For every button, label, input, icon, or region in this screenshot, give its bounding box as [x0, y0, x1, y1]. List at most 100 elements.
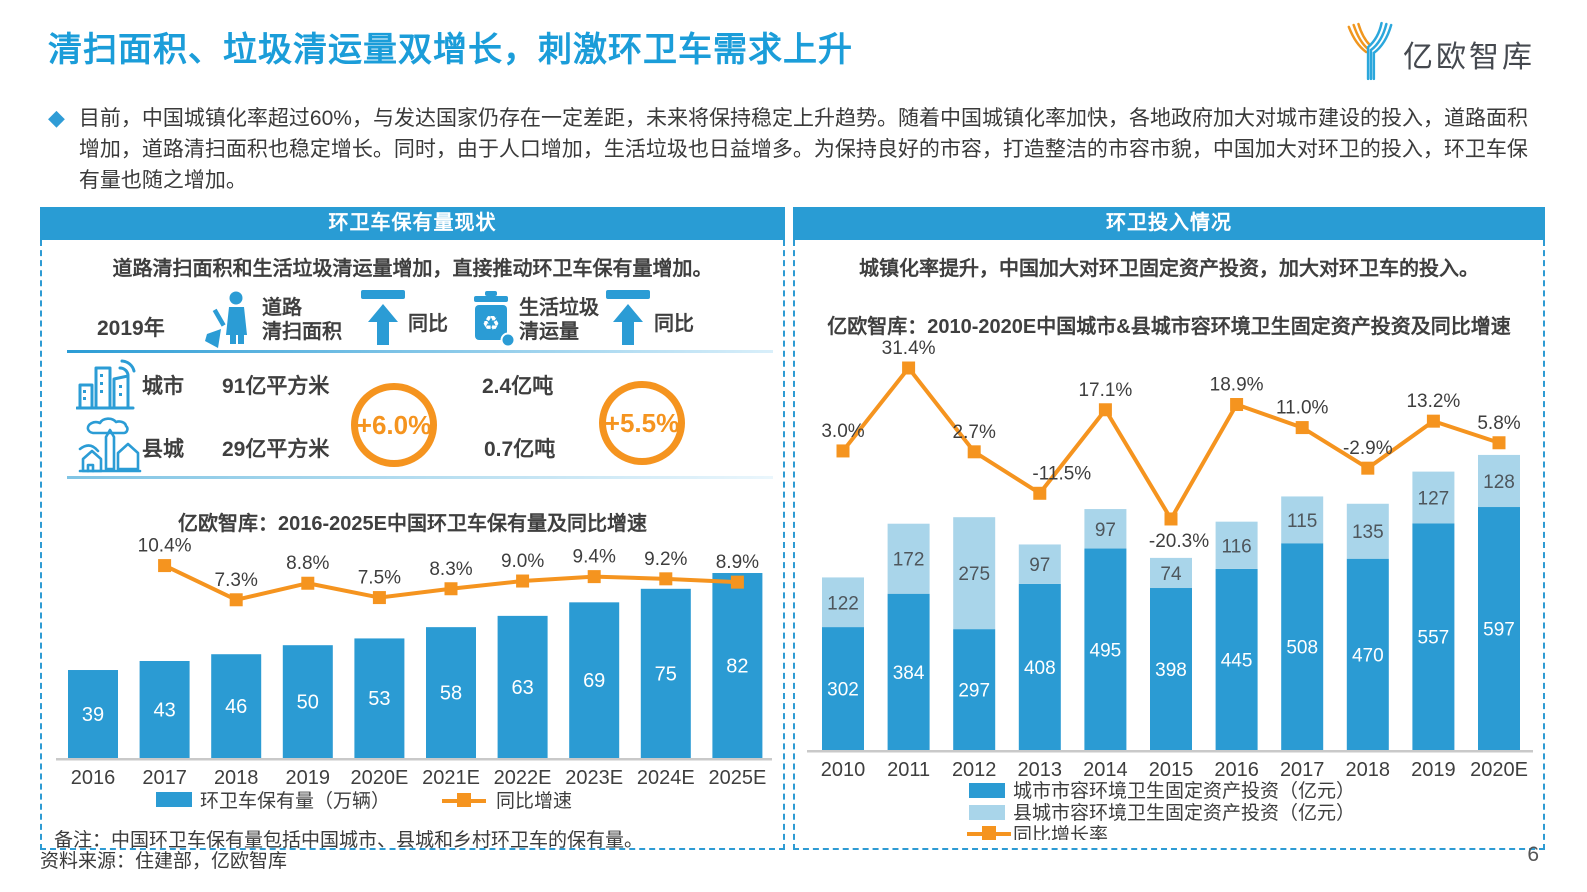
x-axis: [807, 750, 1533, 753]
x-tick-label: 2019: [1411, 759, 1456, 781]
fleet-subtitle: 道路清扫面积和生活垃圾清运量增加，直接推动环卫车保有量增加。: [112, 258, 713, 280]
legend-label: 同比增速: [496, 790, 572, 812]
bar-primary: [282, 645, 333, 758]
bar-primary: [953, 629, 996, 750]
panel-fleet-status-header: 环卫车保有量现状: [40, 207, 785, 240]
county-garbage-value: 0.7亿吨: [484, 438, 556, 461]
yiou-y-logo-icon: [1345, 20, 1395, 87]
x-tick-label: 2013: [1018, 759, 1063, 781]
bar-value-label: 297: [958, 681, 990, 702]
up-arrow-icon: [604, 289, 652, 352]
source-note: 资料来源：住建部，亿欧智库: [40, 851, 288, 872]
growth-label: 9.2%: [644, 549, 687, 570]
row-county-label: 县城: [142, 438, 184, 461]
bar-value-label: 172: [893, 550, 925, 571]
bar-value-label: 122: [827, 593, 859, 614]
growth-label: 7.3%: [215, 570, 258, 591]
bar-value-label: 135: [1352, 522, 1384, 543]
growth-label: 17.1%: [1078, 380, 1132, 401]
x-tick-label: 2010: [821, 759, 866, 781]
legend-marker: [982, 826, 996, 840]
line-marker: [1230, 398, 1244, 412]
bar-secondary: [1412, 471, 1455, 524]
bar-value-label: 408: [1024, 658, 1056, 679]
line-marker: [1164, 512, 1178, 526]
svg-text:♻: ♻: [482, 313, 500, 335]
page-title: 清扫面积、垃圾清运量双增长，刺激环卫车需求上升: [48, 31, 853, 69]
bar-value-label: 75: [655, 663, 677, 685]
bar-primary: [426, 627, 476, 758]
legend-label: 同比增长率: [1013, 824, 1108, 840]
line-marker: [1426, 414, 1440, 428]
bar-value-label: 39: [82, 704, 104, 726]
table-year-label: 2019年: [97, 317, 165, 340]
road-sweep-col-header: 道路 清扫面积: [262, 297, 342, 343]
growth-label: 18.9%: [1210, 375, 1264, 396]
up-arrow-icon: [359, 289, 407, 352]
legend-label: 县城市容环境卫生固定资产投资（亿元）: [1013, 802, 1355, 824]
bar-primary: [712, 573, 763, 758]
line-marker: [730, 575, 744, 589]
logo-text: 亿欧智库: [1403, 40, 1535, 74]
bar-secondary: [1150, 557, 1192, 589]
bar-value-label: 58: [440, 683, 462, 705]
bar-secondary: [1478, 454, 1520, 508]
legend-swatch: [969, 805, 1005, 820]
panel-fleet-status: 环卫车保有量现状 道路清扫面积和生活垃圾清运量增加，直接推动环卫车保有量增加。 …: [40, 207, 785, 851]
bar-secondary: [1084, 509, 1127, 549]
line-marker: [836, 444, 850, 458]
bar-primary: [1281, 543, 1324, 750]
bar-secondary: [1215, 521, 1258, 569]
line-marker: [229, 593, 243, 607]
bar-value-label: 46: [225, 696, 247, 718]
bar-secondary: [1281, 496, 1324, 544]
x-tick-label: 2021E: [422, 767, 480, 789]
growth-label: 9.4%: [573, 547, 616, 568]
line-marker: [587, 570, 601, 584]
bar-value-label: 53: [368, 688, 390, 710]
panel-investment-body: 城镇化率提升，中国加大对环卫固定资产投资，加大对环卫车的投入。 亿欧智库：201…: [793, 240, 1545, 850]
line-marker: [516, 574, 530, 588]
growth-label: 11.0%: [1276, 398, 1329, 419]
line-marker: [372, 591, 386, 605]
growth-label: 10.4%: [138, 536, 192, 557]
fleet-chart-title: 亿欧智库：2016-2025E中国环卫车保有量及同比增速: [178, 513, 647, 535]
legend-label: 城市市容环境卫生固定资产投资（亿元）: [1013, 780, 1355, 802]
bar-primary: [1412, 523, 1455, 750]
bar-primary: [1150, 588, 1192, 750]
panel-fleet-status-body: 道路清扫面积和生活垃圾清运量增加，直接推动环卫车保有量增加。 2019年 道路 …: [40, 240, 785, 851]
investment-chart: 302 122 2010 384 172 2011 297 275 2012 408 97 2013 4…: [807, 340, 1533, 840]
bar-secondary: [953, 517, 996, 630]
bar-value-label: 597: [1483, 620, 1515, 641]
x-tick-label: 2012: [952, 759, 997, 781]
page-number: 6: [1527, 843, 1539, 866]
bar-primary: [1018, 583, 1061, 750]
city-road-area-value: 91亿平方米: [222, 375, 330, 398]
line-marker: [158, 559, 172, 573]
garbage-col-header: 生活垃圾 清运量: [519, 297, 599, 343]
line-marker: [967, 445, 981, 459]
city-buildings-icon: [75, 358, 138, 417]
fleet-note: 备注：中国环卫车保有量包括中国城市、县城和乡村环卫车的保有量。: [54, 830, 644, 851]
bar-value-label: 302: [827, 680, 859, 701]
county-town-icon: [78, 413, 142, 480]
bar-primary: [887, 593, 930, 750]
bar-value-label: 97: [1029, 555, 1050, 576]
x-tick-label: 2019: [286, 767, 331, 789]
bar-value-label: 50: [297, 692, 319, 714]
x-tick-label: 2017: [1280, 759, 1325, 781]
legend-label: 环卫车保有量（万辆）: [200, 790, 390, 812]
table-bottom-divider: [67, 476, 773, 479]
bar-primary: [822, 627, 864, 750]
bar-value-label: 445: [1221, 650, 1253, 671]
bar-secondary: [822, 577, 864, 628]
yoy-col-header-2: 同比: [654, 313, 694, 335]
x-tick-label: 2014: [1083, 759, 1128, 781]
line-marker: [1033, 486, 1047, 500]
bar-primary: [1478, 507, 1520, 750]
garbage-yoy-badge: +5.5%: [599, 381, 685, 465]
bar-value-label: 127: [1418, 488, 1450, 509]
bar-primary: [640, 588, 691, 758]
x-tick-label: 2011: [887, 759, 930, 781]
bar-primary: [1346, 558, 1389, 750]
